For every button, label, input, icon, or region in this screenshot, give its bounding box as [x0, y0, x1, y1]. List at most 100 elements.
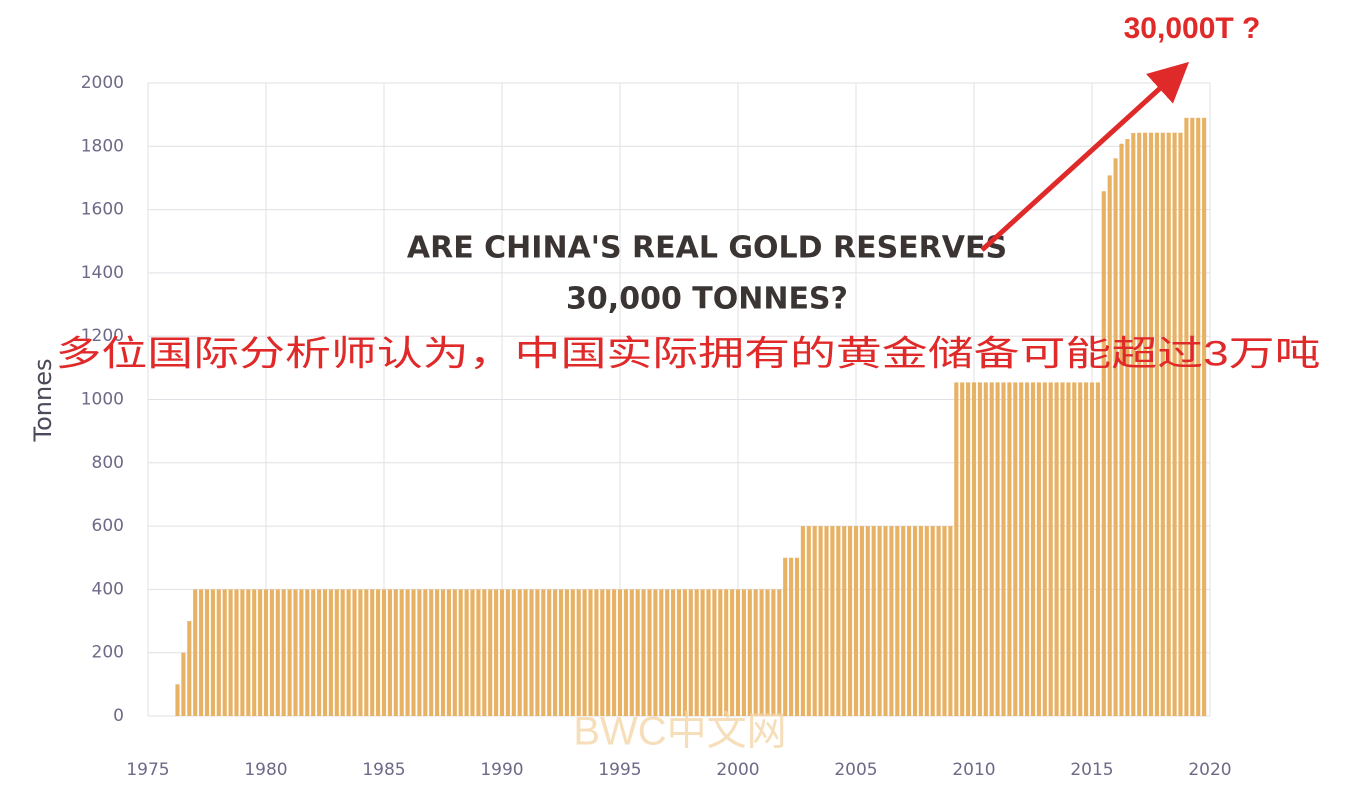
bar [1095, 382, 1100, 716]
bar [187, 621, 192, 716]
bar [812, 526, 817, 716]
bar [653, 589, 658, 716]
bar [747, 589, 752, 716]
bar [960, 382, 965, 716]
y-tick-label: 1400 [81, 263, 124, 283]
bar [299, 589, 304, 716]
bar [635, 589, 640, 716]
bar [252, 589, 257, 716]
bar [523, 589, 528, 716]
bar [1113, 158, 1118, 716]
bar [376, 589, 381, 716]
bar [346, 589, 351, 716]
bar [258, 589, 263, 716]
bar [759, 589, 764, 716]
headline: 30,000 TONNES? [566, 282, 848, 317]
bar [659, 589, 664, 716]
bar [541, 589, 546, 716]
bar [948, 526, 953, 716]
bar [1078, 382, 1083, 716]
bar [877, 526, 882, 716]
bar [1125, 139, 1130, 716]
bar [334, 589, 339, 716]
bar [311, 589, 316, 716]
bar [623, 589, 628, 716]
bar [246, 589, 251, 716]
bar [405, 589, 410, 716]
y-tick-label: 2000 [81, 73, 124, 93]
bar [547, 589, 552, 716]
bar [340, 589, 345, 716]
bar [1013, 382, 1018, 716]
bar [570, 589, 575, 716]
bar [482, 589, 487, 716]
bar [600, 589, 605, 716]
bar [859, 526, 864, 716]
bar [488, 589, 493, 716]
x-tick-label: 2020 [1188, 760, 1231, 780]
bar [199, 589, 204, 716]
bar [1001, 382, 1006, 716]
bar [1025, 382, 1030, 716]
bar [741, 589, 746, 716]
bar [429, 589, 434, 716]
bar [505, 589, 510, 716]
bar [930, 526, 935, 716]
y-tick-label: 1000 [81, 390, 124, 410]
bar [417, 589, 422, 716]
bar [682, 589, 687, 716]
bar [989, 382, 994, 716]
bar [1166, 132, 1171, 717]
bar [210, 589, 215, 716]
y-tick-label: 400 [92, 579, 124, 599]
bar [263, 589, 269, 716]
bar [842, 526, 847, 716]
bar [499, 589, 505, 716]
x-tick-label: 1980 [244, 760, 287, 780]
bar [1007, 382, 1012, 716]
bar [1089, 382, 1095, 716]
y-tick-label: 800 [92, 453, 124, 473]
y-tick-label: 200 [92, 643, 124, 663]
bar [476, 589, 481, 716]
bar [370, 589, 375, 716]
bar [712, 589, 717, 716]
bar [494, 589, 499, 716]
x-tick-label: 2000 [716, 760, 759, 780]
bar [983, 382, 988, 716]
bar [954, 382, 959, 716]
bar [995, 382, 1000, 716]
bar [358, 589, 363, 716]
bar [830, 526, 835, 716]
bar [794, 557, 800, 716]
bar [617, 589, 623, 716]
bar [883, 526, 888, 716]
bar [452, 589, 457, 716]
bar [1019, 382, 1024, 716]
bar [912, 526, 918, 716]
bar [783, 557, 788, 716]
bar [735, 589, 741, 716]
bar [629, 589, 634, 716]
bar [1137, 132, 1142, 717]
bar [966, 382, 971, 716]
bar [387, 589, 392, 716]
x-tick-label: 1985 [362, 760, 405, 780]
bar [1196, 117, 1201, 716]
bar [706, 589, 711, 716]
bar [1190, 117, 1195, 716]
bar [564, 589, 569, 716]
bar [582, 589, 587, 716]
x-tick-label: 2015 [1070, 760, 1113, 780]
bar [765, 589, 770, 716]
bar [1148, 132, 1154, 717]
bar [1048, 382, 1053, 716]
bar [222, 589, 227, 716]
bar [411, 589, 416, 716]
bar [1072, 382, 1077, 716]
bar [234, 589, 239, 716]
bar [1042, 382, 1047, 716]
x-tick-label: 1990 [480, 760, 523, 780]
